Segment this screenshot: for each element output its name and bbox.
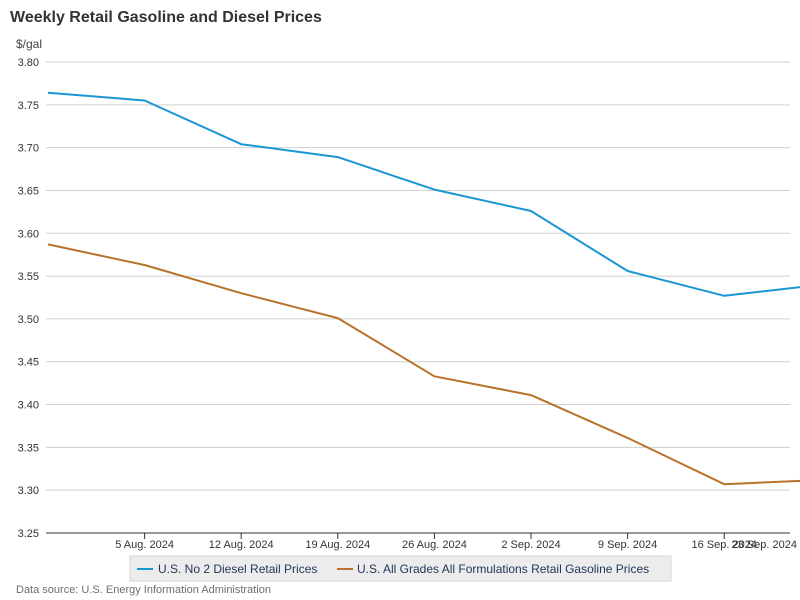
y-tick-label: 3.75 [18,100,39,112]
x-tick-label: 9 Sep. 2024 [598,539,657,551]
x-tick-label: 5 Aug. 2024 [115,539,174,551]
x-tick-label: 16 Sep. 2024 [691,539,756,551]
data-source-note: Data source: U.S. Energy Information Adm… [16,584,271,596]
y-tick-label: 3.35 [18,442,39,454]
y-tick-label: 3.30 [18,485,39,497]
diesel-price-line [47,91,800,297]
y-axis-unit-label: $/gal [16,37,42,51]
x-tick-label: 23 Sep. 2024 [732,539,797,551]
y-tick-label: 3.70 [18,143,39,155]
x-tick-label: 12 Aug. 2024 [209,539,274,551]
x-tick-label: 26 Aug. 2024 [402,539,467,551]
x-tick-label: 19 Aug. 2024 [305,539,370,551]
gasoline-price-line [47,243,800,486]
y-tick-label: 3.55 [18,271,39,283]
y-tick-label: 3.50 [18,314,39,326]
legend-label: U.S. No 2 Diesel Retail Prices [158,562,317,576]
y-tick-label: 3.80 [18,57,39,69]
y-tick-label: 3.45 [18,357,39,369]
x-tick-label: 2 Sep. 2024 [501,539,560,551]
y-tick-label: 3.65 [18,185,39,197]
chart-title: Weekly Retail Gasoline and Diesel Prices [10,9,322,26]
legend-box [129,555,672,582]
y-tick-label: 3.40 [18,400,39,412]
y-tick-label: 3.25 [18,528,39,540]
legend-label: U.S. All Grades All Formulations Retail … [357,562,649,576]
y-tick-label: 3.60 [18,228,39,240]
